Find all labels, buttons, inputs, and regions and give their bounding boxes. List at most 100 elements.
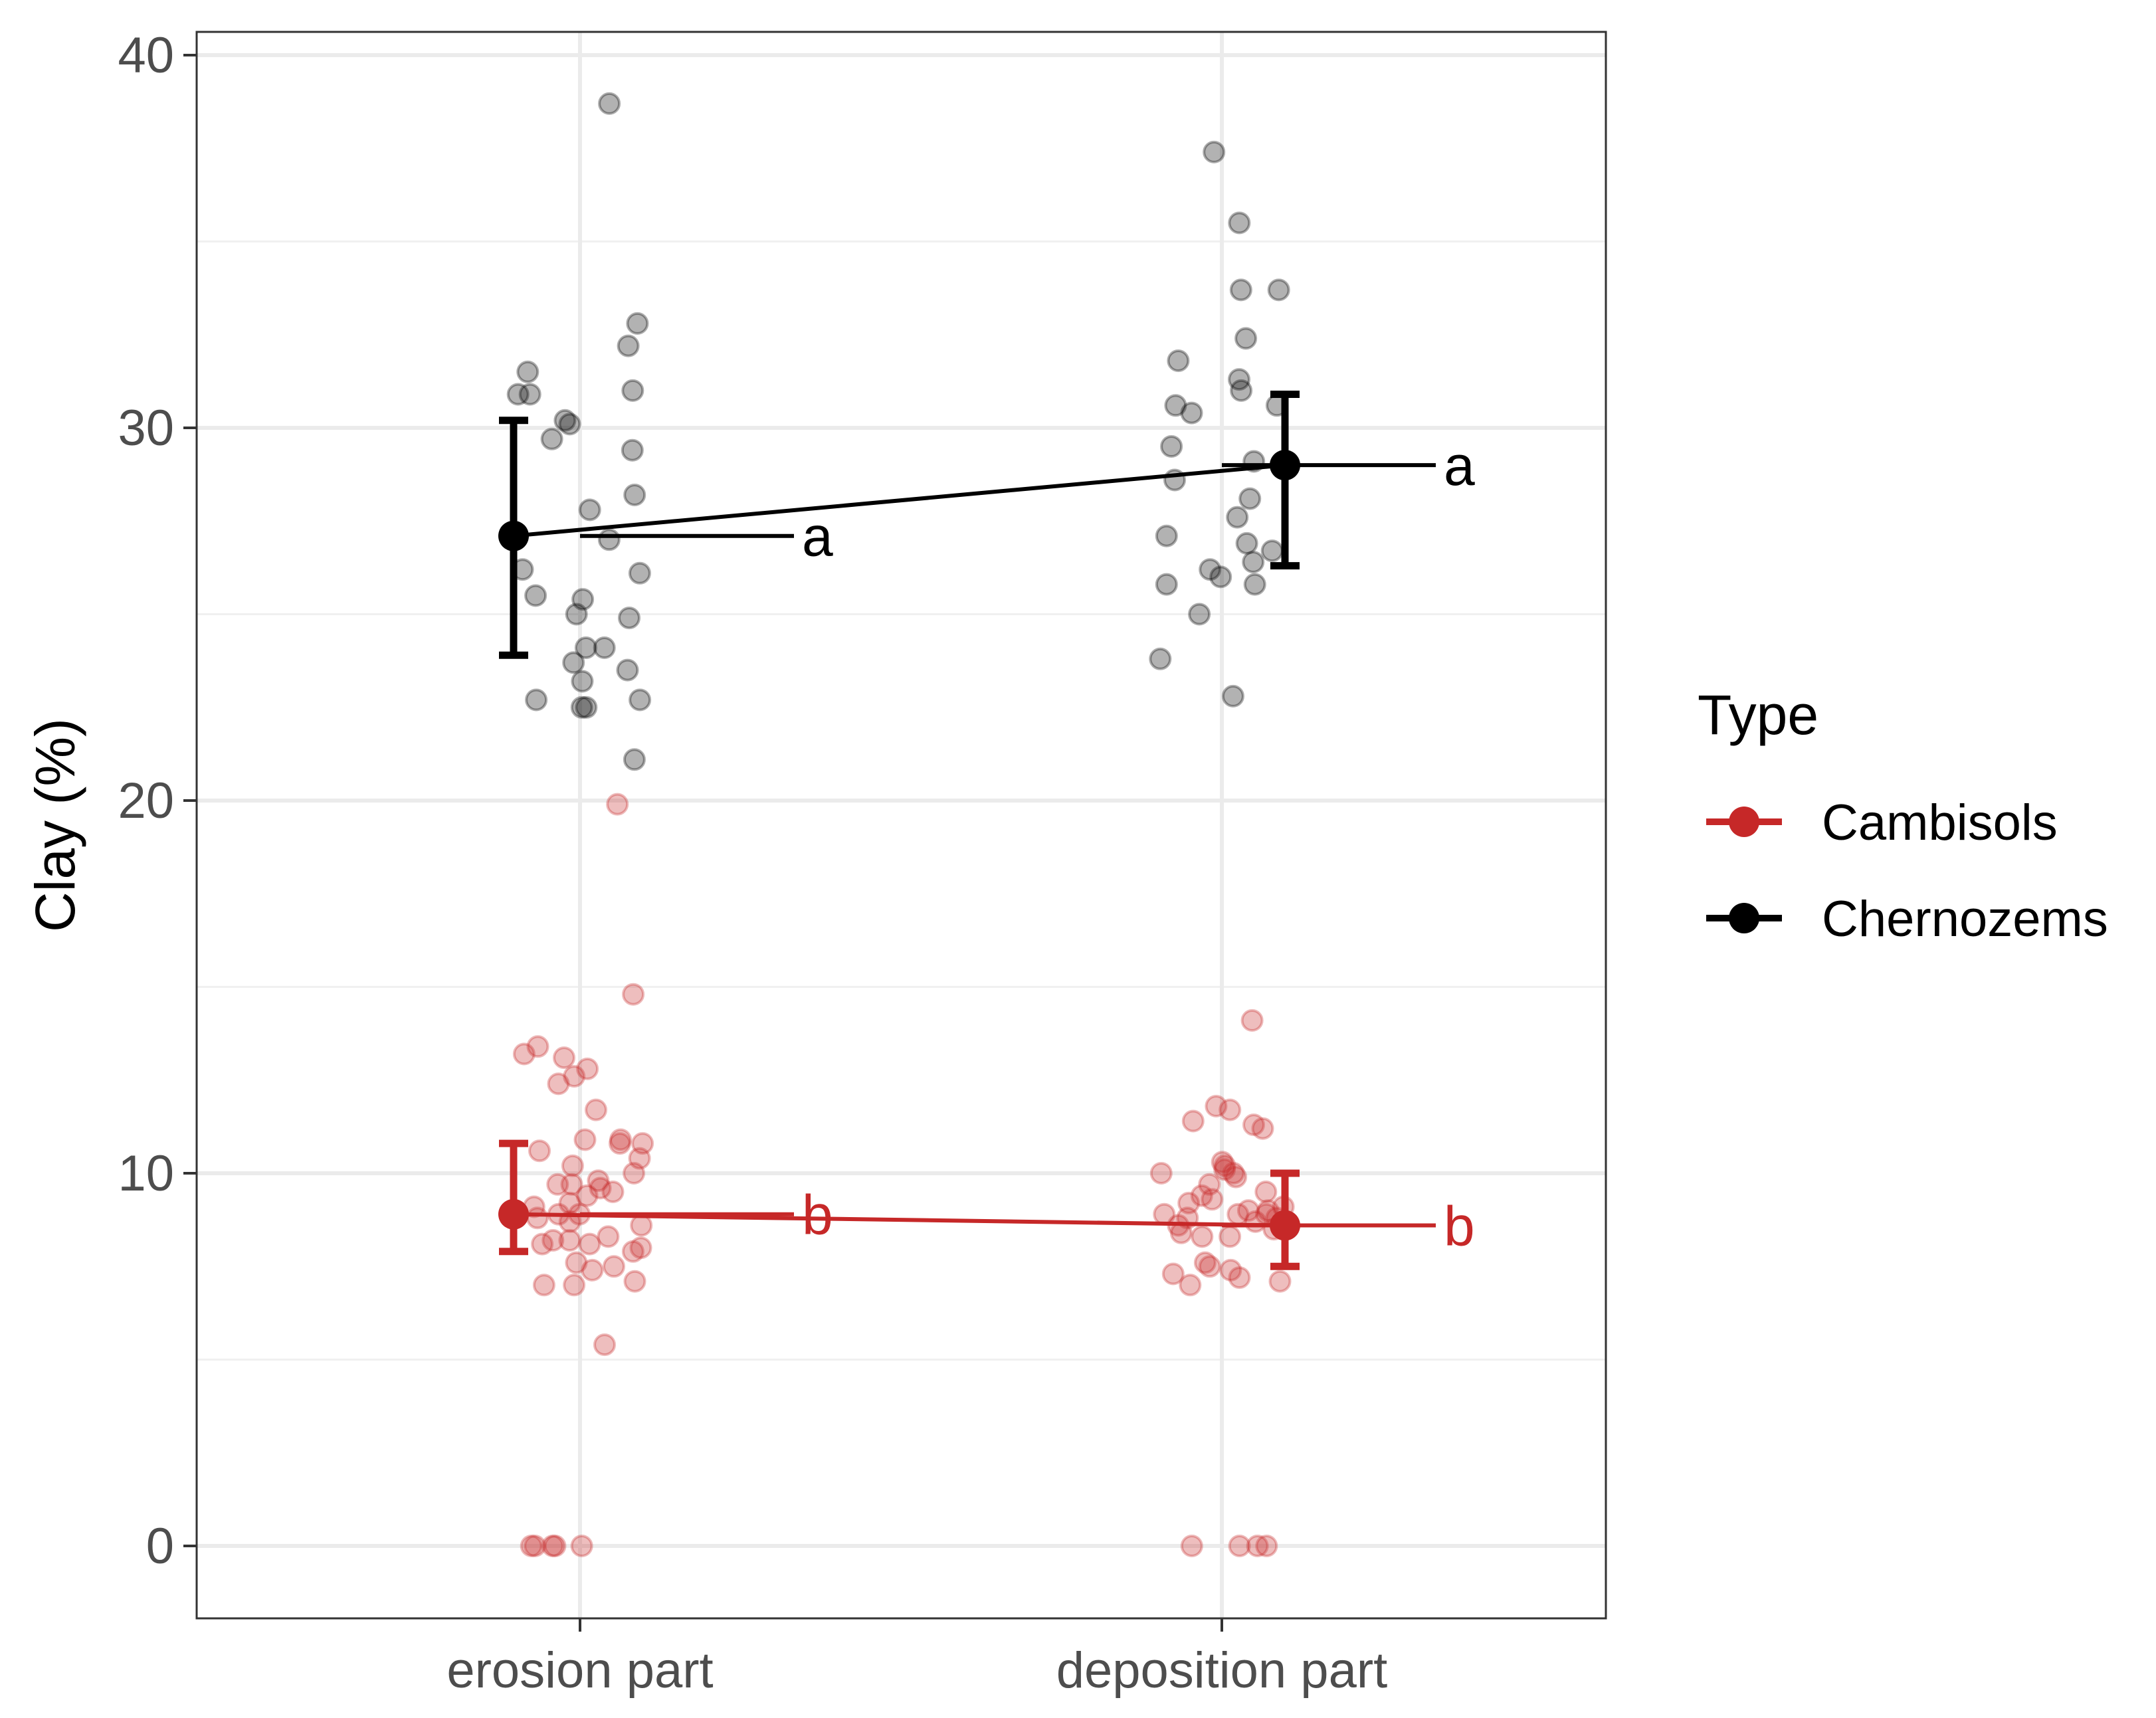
point-cambisols [1251, 1117, 1274, 1140]
significance-letter-cambisols: b [1444, 1195, 1475, 1258]
x-tick-label-deposition-part: deposition part [1056, 1642, 1388, 1699]
point-cambisols [576, 1057, 599, 1080]
legend-title: Type [1698, 684, 1818, 746]
point-cambisols [601, 1181, 625, 1203]
point-cambisols [628, 1147, 651, 1170]
point-chernozems [1199, 558, 1222, 581]
point-chernozems [1163, 468, 1186, 492]
point-cambisols [546, 1173, 569, 1196]
point-chernozems [1238, 487, 1262, 510]
point-cambisols [1191, 1225, 1214, 1248]
point-cambisols [1244, 1210, 1267, 1233]
point-cambisols [630, 1214, 653, 1237]
point-cambisols [585, 1098, 607, 1121]
point-chernozems [506, 383, 530, 406]
point-cambisols [1219, 1098, 1242, 1121]
point-cambisols [547, 1202, 570, 1226]
point-cambisols [1153, 1202, 1176, 1226]
point-cambisols [1169, 1221, 1193, 1244]
point-chernozems [570, 696, 593, 719]
point-cambisols [1211, 1151, 1234, 1174]
point-cambisols [1161, 1262, 1185, 1286]
significance-letter-cambisols: b [802, 1184, 833, 1246]
legend-label-cambisols: Cambisols [1822, 795, 2058, 851]
point-cambisols [578, 1232, 601, 1256]
point-chernozems [571, 588, 595, 611]
y-tick-label: 30 [118, 400, 174, 456]
point-cambisols [1254, 1181, 1278, 1203]
mean-point-cambisols [498, 1198, 529, 1230]
point-chernozems [621, 438, 644, 462]
point-cambisols [623, 1162, 646, 1185]
point-chernozems [558, 413, 581, 436]
point-cambisols [1177, 1191, 1201, 1214]
point-cambisols [561, 1154, 584, 1177]
point-cambisols [528, 1139, 551, 1163]
legend-key-point-chernozems [1729, 903, 1759, 933]
point-cambisols [524, 1535, 547, 1557]
axes: 0 10 20 30 40 erosion part deposition part [118, 27, 1387, 1699]
y-axis-title: Clay (%) [24, 718, 86, 932]
significance-letter-chernozems: a [1444, 434, 1475, 497]
y-tick-label: 20 [118, 773, 174, 829]
point-chernozems [524, 584, 547, 607]
point-cambisols [1193, 1251, 1217, 1274]
point-chernozems [518, 383, 541, 406]
point-cambisols [558, 1229, 581, 1252]
point-chernozems [1267, 278, 1290, 302]
mean-point-cambisols [1270, 1210, 1300, 1241]
point-chernozems [1188, 603, 1211, 626]
point-chernozems [1180, 401, 1203, 425]
point-cambisols [1225, 1165, 1248, 1189]
point-chernozems [1155, 573, 1178, 596]
mean-point-chernozems [1270, 450, 1300, 481]
point-cambisols [1213, 1154, 1236, 1177]
point-cambisols [1181, 1109, 1205, 1133]
point-cambisols [541, 1535, 564, 1557]
point-chernozems [1228, 211, 1251, 235]
point-cambisols [575, 1184, 599, 1207]
point-chernozems [598, 92, 621, 115]
significance-letter-chernozems: a [802, 506, 833, 568]
x-tick-label-erosion-part: erosion part [446, 1642, 713, 1699]
point-chernozems [1226, 506, 1249, 529]
point-cambisols [606, 793, 629, 816]
point-cambisols [597, 1225, 620, 1248]
point-chernozems [629, 688, 652, 712]
point-cambisols [531, 1232, 554, 1256]
y-tick-label: 40 [118, 27, 174, 84]
point-cambisols [623, 1270, 646, 1293]
point-cambisols [609, 1132, 631, 1155]
point-cambisols [629, 1236, 652, 1260]
point-cambisols [1190, 1184, 1213, 1207]
point-chernozems [1155, 524, 1178, 547]
mean-point-chernozems [498, 520, 529, 551]
point-cambisols [1255, 1535, 1278, 1557]
point-cambisols [589, 1177, 612, 1200]
point-cambisols [621, 1240, 644, 1263]
point-chernozems [574, 636, 597, 659]
point-chernozems [618, 607, 640, 630]
point-cambisols [573, 1128, 597, 1151]
reference-lines: b b a a [513, 434, 1475, 1258]
point-chernozems [553, 409, 577, 432]
point-chernozems [1230, 379, 1253, 402]
point-cambisols [1219, 1225, 1242, 1248]
point-cambisols [526, 1206, 549, 1230]
point-cambisols [512, 1042, 536, 1066]
point-chernozems [1235, 531, 1258, 555]
mean-line-chernozems [513, 463, 1286, 538]
point-cambisols [1246, 1535, 1269, 1557]
point-cambisols [547, 1072, 570, 1096]
point-chernozems [623, 484, 646, 506]
point-cambisols [1198, 1173, 1221, 1196]
point-cambisols [1205, 1095, 1228, 1117]
point-cambisols [1198, 1255, 1221, 1278]
point-cambisols [1149, 1162, 1173, 1185]
point-chernozems [1149, 647, 1172, 670]
point-chernozems [1234, 327, 1258, 350]
point-chernozems [575, 696, 598, 719]
mean-markers [498, 391, 1300, 1270]
point-chernozems [571, 670, 594, 693]
point-cambisols [541, 1229, 565, 1252]
